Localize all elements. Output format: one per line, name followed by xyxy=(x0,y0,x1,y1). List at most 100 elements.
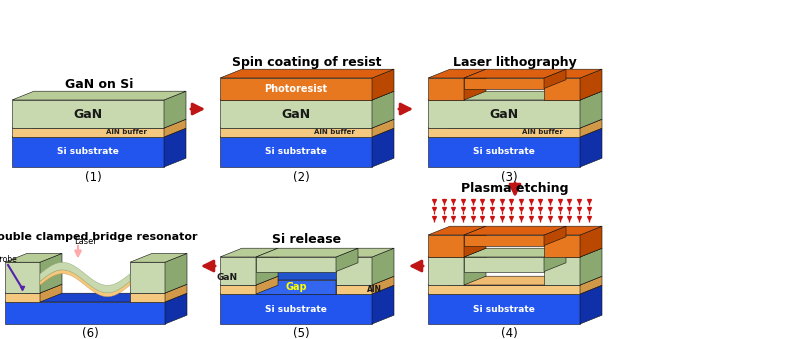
Polygon shape xyxy=(40,262,130,293)
Text: AlN buffer: AlN buffer xyxy=(106,129,146,136)
Polygon shape xyxy=(428,276,602,285)
Polygon shape xyxy=(220,69,394,78)
Polygon shape xyxy=(336,271,358,294)
Polygon shape xyxy=(336,248,394,257)
Polygon shape xyxy=(372,119,394,137)
Polygon shape xyxy=(164,91,186,128)
Text: GaN: GaN xyxy=(217,274,238,282)
Polygon shape xyxy=(464,226,566,235)
Polygon shape xyxy=(544,226,566,245)
Polygon shape xyxy=(220,128,372,137)
Text: Si substrate: Si substrate xyxy=(265,304,327,314)
Polygon shape xyxy=(220,137,372,167)
Polygon shape xyxy=(372,248,394,285)
Polygon shape xyxy=(372,285,394,324)
Polygon shape xyxy=(256,248,278,285)
Polygon shape xyxy=(428,137,580,167)
Polygon shape xyxy=(544,257,580,285)
Polygon shape xyxy=(220,276,278,285)
Polygon shape xyxy=(372,128,394,167)
Text: (6): (6) xyxy=(82,326,99,339)
Polygon shape xyxy=(130,253,187,262)
Polygon shape xyxy=(164,128,186,167)
Polygon shape xyxy=(464,248,566,257)
Polygon shape xyxy=(165,253,187,293)
Polygon shape xyxy=(220,285,256,294)
Text: AlN buffer: AlN buffer xyxy=(314,129,354,136)
Text: GaN: GaN xyxy=(490,107,518,120)
Polygon shape xyxy=(464,226,486,257)
Text: AlN buffer: AlN buffer xyxy=(522,129,562,136)
Text: AlN: AlN xyxy=(367,285,382,294)
Polygon shape xyxy=(464,235,544,245)
Polygon shape xyxy=(428,257,464,285)
Polygon shape xyxy=(372,91,394,128)
Polygon shape xyxy=(12,128,186,137)
Text: Spin coating of resist: Spin coating of resist xyxy=(232,56,382,69)
Text: GaN: GaN xyxy=(282,107,310,120)
Polygon shape xyxy=(580,128,602,167)
Polygon shape xyxy=(40,270,130,297)
Polygon shape xyxy=(372,276,394,294)
Polygon shape xyxy=(256,248,358,257)
Text: Laser: Laser xyxy=(74,238,98,246)
Polygon shape xyxy=(544,78,580,100)
Text: Double clamped bridge resonator: Double clamped bridge resonator xyxy=(0,233,197,242)
Polygon shape xyxy=(12,137,164,167)
Polygon shape xyxy=(220,91,394,100)
Polygon shape xyxy=(336,248,358,272)
Polygon shape xyxy=(544,226,602,235)
Text: Si release: Si release xyxy=(273,233,342,246)
Polygon shape xyxy=(580,276,602,294)
Text: GaN on Si: GaN on Si xyxy=(65,78,133,91)
Polygon shape xyxy=(580,226,602,257)
Polygon shape xyxy=(12,91,186,100)
Text: Si substrate: Si substrate xyxy=(57,147,119,157)
Text: Laser lithography: Laser lithography xyxy=(453,56,577,69)
Polygon shape xyxy=(580,91,602,128)
Polygon shape xyxy=(256,271,358,280)
Polygon shape xyxy=(40,284,62,302)
Polygon shape xyxy=(256,280,336,294)
Polygon shape xyxy=(428,235,464,257)
Text: Si substrate: Si substrate xyxy=(473,147,535,157)
Polygon shape xyxy=(220,257,256,285)
Polygon shape xyxy=(220,248,278,257)
Polygon shape xyxy=(464,69,566,78)
Polygon shape xyxy=(5,262,40,293)
Polygon shape xyxy=(130,262,165,293)
Polygon shape xyxy=(40,253,62,293)
Polygon shape xyxy=(580,119,602,137)
Polygon shape xyxy=(336,285,372,294)
Polygon shape xyxy=(464,248,486,285)
Polygon shape xyxy=(428,100,580,128)
Text: Gap: Gap xyxy=(285,282,307,292)
Polygon shape xyxy=(5,302,165,324)
Polygon shape xyxy=(544,248,566,272)
Polygon shape xyxy=(336,276,394,285)
Polygon shape xyxy=(220,100,372,128)
Polygon shape xyxy=(130,293,165,302)
Polygon shape xyxy=(12,119,186,128)
Polygon shape xyxy=(220,128,394,137)
Text: Probe: Probe xyxy=(0,256,17,264)
Polygon shape xyxy=(5,293,187,302)
Polygon shape xyxy=(220,294,372,324)
Polygon shape xyxy=(544,235,580,257)
Polygon shape xyxy=(256,276,278,294)
Polygon shape xyxy=(544,248,602,257)
Polygon shape xyxy=(220,285,394,294)
Polygon shape xyxy=(464,78,544,88)
Polygon shape xyxy=(580,285,602,324)
Polygon shape xyxy=(428,294,580,324)
Polygon shape xyxy=(464,69,486,100)
Polygon shape xyxy=(5,293,40,302)
Polygon shape xyxy=(336,257,372,285)
Polygon shape xyxy=(580,69,602,100)
Polygon shape xyxy=(428,69,486,78)
Polygon shape xyxy=(372,69,394,100)
Polygon shape xyxy=(428,285,580,294)
Polygon shape xyxy=(12,128,164,137)
Polygon shape xyxy=(428,128,602,137)
Polygon shape xyxy=(165,293,187,324)
